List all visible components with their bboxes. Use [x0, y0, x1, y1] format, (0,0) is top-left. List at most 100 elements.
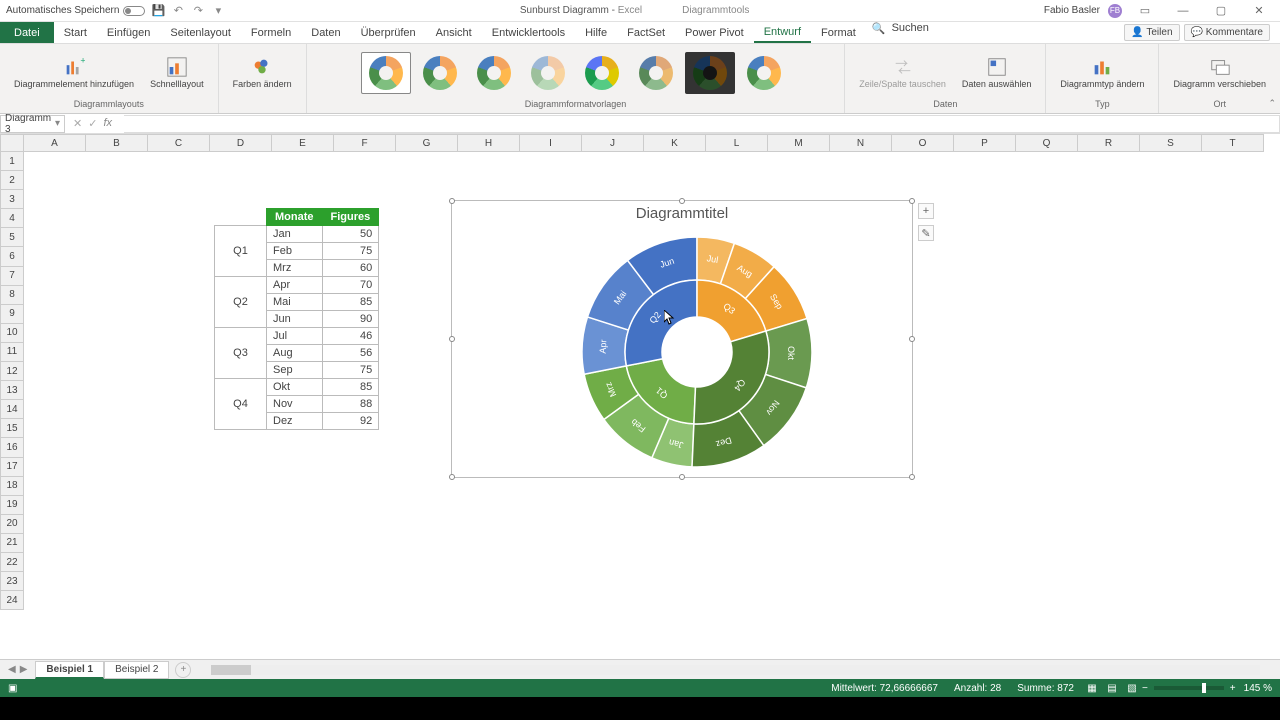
horizontal-scrollbar[interactable]: [211, 665, 1260, 675]
resize-handle[interactable]: [909, 198, 915, 204]
minimize-icon[interactable]: —: [1168, 1, 1198, 21]
column-header[interactable]: N: [830, 134, 892, 152]
column-header[interactable]: R: [1078, 134, 1140, 152]
value-cell[interactable]: 75: [322, 362, 379, 379]
resize-handle[interactable]: [679, 474, 685, 480]
user-name[interactable]: Fabio Basler: [1044, 5, 1100, 16]
chart-style-3[interactable]: [469, 52, 519, 94]
row-header[interactable]: 12: [0, 362, 24, 381]
avatar[interactable]: FB: [1108, 4, 1122, 18]
column-header[interactable]: O: [892, 134, 954, 152]
column-header[interactable]: P: [954, 134, 1016, 152]
column-header[interactable]: I: [520, 134, 582, 152]
toggle-icon[interactable]: [123, 6, 145, 16]
tab-entwicklertools[interactable]: Entwicklertools: [482, 22, 575, 43]
month-cell[interactable]: Jul: [267, 328, 323, 345]
tab-start[interactable]: Start: [54, 22, 97, 43]
sunburst-chart[interactable]: JanFebMrzAprMaiJunJulAugSepOktNovDezQ1Q2…: [582, 237, 812, 467]
value-cell[interactable]: 46: [322, 328, 379, 345]
row-header[interactable]: 17: [0, 458, 24, 477]
resize-handle[interactable]: [679, 198, 685, 204]
column-header[interactable]: D: [210, 134, 272, 152]
formula-bar[interactable]: [124, 115, 1280, 133]
value-cell[interactable]: 75: [322, 243, 379, 260]
sheet-nav[interactable]: ◀▶: [0, 664, 35, 675]
value-cell[interactable]: 70: [322, 277, 379, 294]
row-header[interactable]: 3: [0, 190, 24, 209]
zoom-out-icon[interactable]: −: [1142, 683, 1148, 694]
row-header[interactable]: 8: [0, 286, 24, 305]
chart-style-6[interactable]: [631, 52, 681, 94]
row-header[interactable]: 2: [0, 171, 24, 190]
close-icon[interactable]: ✕: [1244, 1, 1274, 21]
chart-style-7[interactable]: [685, 52, 735, 94]
tab-format[interactable]: Format: [811, 22, 866, 43]
row-header[interactable]: 9: [0, 305, 24, 324]
autosave-toggle[interactable]: Automatisches Speichern: [6, 5, 145, 16]
column-header[interactable]: T: [1202, 134, 1264, 152]
tab-hilfe[interactable]: Hilfe: [575, 22, 617, 43]
column-header[interactable]: G: [396, 134, 458, 152]
move-chart-button[interactable]: Diagramm verschieben: [1167, 54, 1272, 92]
tab-seitenlayout[interactable]: Seitenlayout: [160, 22, 241, 43]
tab-factset[interactable]: FactSet: [617, 22, 675, 43]
column-header[interactable]: S: [1140, 134, 1202, 152]
month-cell[interactable]: Mrz: [267, 260, 323, 277]
value-cell[interactable]: 85: [322, 294, 379, 311]
row-header[interactable]: 16: [0, 438, 24, 457]
sheet-tab[interactable]: Beispiel 2: [104, 661, 169, 679]
resize-handle[interactable]: [449, 336, 455, 342]
chart-styles-button[interactable]: ✎: [918, 225, 934, 241]
tab-überprüfen[interactable]: Überprüfen: [351, 22, 426, 43]
column-header[interactable]: M: [768, 134, 830, 152]
column-header[interactable]: L: [706, 134, 768, 152]
row-header[interactable]: 10: [0, 324, 24, 343]
page-layout-view-icon[interactable]: ▤: [1102, 683, 1122, 694]
value-cell[interactable]: 60: [322, 260, 379, 277]
cells-area[interactable]: MonateFiguresQ1Jan50Feb75Mrz60Q2Apr70Mai…: [24, 152, 1264, 659]
column-header[interactable]: Q: [1016, 134, 1078, 152]
column-header[interactable]: C: [148, 134, 210, 152]
row-header[interactable]: 14: [0, 400, 24, 419]
chart-style-1[interactable]: [361, 52, 411, 94]
value-cell[interactable]: 56: [322, 345, 379, 362]
month-cell[interactable]: Feb: [267, 243, 323, 260]
zoom-level[interactable]: 145 %: [1236, 683, 1280, 694]
comments-button[interactable]: 💬 Kommentare: [1184, 24, 1270, 41]
row-header[interactable]: 1: [0, 152, 24, 171]
column-header[interactable]: B: [86, 134, 148, 152]
collapse-ribbon-icon[interactable]: ⌃: [1268, 98, 1276, 109]
add-chart-element-button[interactable]: + Diagrammelement hinzufügen: [8, 54, 140, 92]
tab-formeln[interactable]: Formeln: [241, 22, 301, 43]
resize-handle[interactable]: [909, 336, 915, 342]
column-header[interactable]: K: [644, 134, 706, 152]
sheet-tab[interactable]: Beispiel 1: [35, 661, 104, 679]
column-header[interactable]: E: [272, 134, 334, 152]
quarter-cell[interactable]: Q2: [215, 277, 267, 328]
month-cell[interactable]: Dez: [267, 413, 323, 430]
tab-entwurf[interactable]: Entwurf: [754, 22, 811, 43]
page-break-view-icon[interactable]: ▧: [1122, 683, 1142, 694]
row-header[interactable]: 4: [0, 209, 24, 228]
row-header[interactable]: 19: [0, 496, 24, 515]
zoom-slider[interactable]: [1154, 686, 1224, 690]
chart-style-8[interactable]: [739, 52, 789, 94]
row-header[interactable]: 18: [0, 477, 24, 496]
chart-style-5[interactable]: [577, 52, 627, 94]
month-cell[interactable]: Okt: [267, 379, 323, 396]
column-header[interactable]: H: [458, 134, 520, 152]
record-macro-icon[interactable]: ▣: [0, 683, 25, 694]
value-cell[interactable]: 90: [322, 311, 379, 328]
select-all-corner[interactable]: [0, 134, 24, 152]
chart-style-4[interactable]: [523, 52, 573, 94]
quarter-cell[interactable]: Q4: [215, 379, 267, 430]
change-colors-button[interactable]: Farben ändern: [227, 54, 298, 92]
normal-view-icon[interactable]: ▦: [1082, 683, 1102, 694]
month-cell[interactable]: Sep: [267, 362, 323, 379]
row-header[interactable]: 13: [0, 381, 24, 400]
row-header[interactable]: 22: [0, 553, 24, 572]
month-cell[interactable]: Mai: [267, 294, 323, 311]
row-header[interactable]: 20: [0, 515, 24, 534]
change-chart-type-button[interactable]: Diagrammtyp ändern: [1054, 54, 1150, 92]
row-header[interactable]: 11: [0, 343, 24, 362]
